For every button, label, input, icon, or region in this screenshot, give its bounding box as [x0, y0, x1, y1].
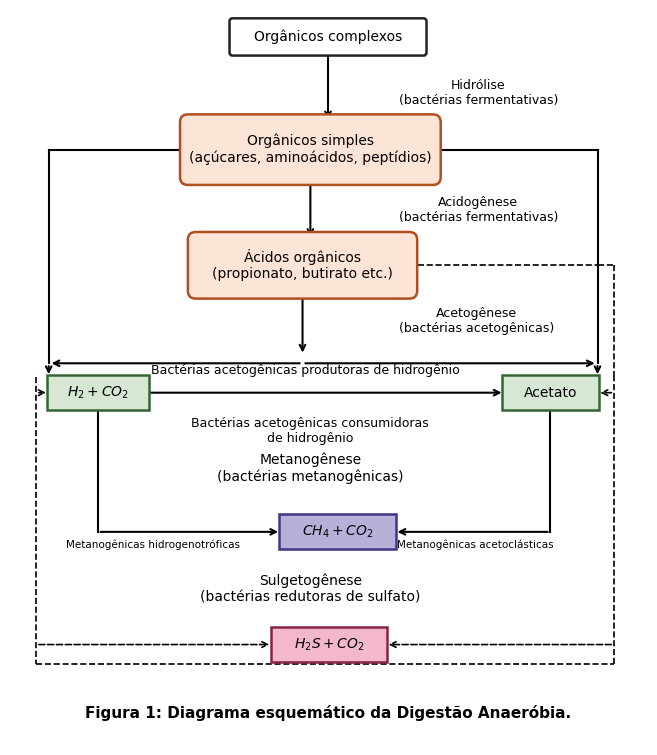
FancyBboxPatch shape [188, 232, 417, 299]
Text: $H_2S + CO_2$: $H_2S + CO_2$ [294, 636, 365, 653]
Text: Hidrólise
(bactérias fermentativas): Hidrólise (bactérias fermentativas) [399, 79, 558, 106]
Text: Acidogênese
(bactérias fermentativas): Acidogênese (bactérias fermentativas) [399, 196, 558, 224]
Text: Ácidos orgânicos
(propionato, butirato etc.): Ácidos orgânicos (propionato, butirato e… [212, 249, 393, 282]
Text: Orgânicos simples
(açúcares, aminoácidos, peptídios): Orgânicos simples (açúcares, aminoácidos… [189, 134, 432, 165]
Text: Bactérias acetogênicas produtoras de hidrogênio: Bactérias acetogênicas produtoras de hid… [151, 364, 460, 377]
FancyBboxPatch shape [279, 514, 396, 550]
FancyBboxPatch shape [271, 627, 387, 662]
Text: $H_2 + CO_2$: $H_2 + CO_2$ [67, 384, 129, 401]
Text: Acetogênese
(bactérias acetogênicas): Acetogênese (bactérias acetogênicas) [399, 307, 554, 335]
Text: Metanogênicas hidrogenotróficas: Metanogênicas hidrogenotróficas [66, 539, 240, 550]
Text: Metanogênicas acetoclásticas: Metanogênicas acetoclásticas [397, 539, 553, 550]
FancyBboxPatch shape [180, 114, 441, 185]
Text: Figura 1: Diagrama esquemático da Digestão Anaeróbia.: Figura 1: Diagrama esquemático da Digest… [85, 705, 571, 721]
Text: Bactérias acetogênicas consumidoras
de hidrogênio: Bactérias acetogênicas consumidoras de h… [191, 418, 429, 445]
Text: Acetato: Acetato [524, 386, 578, 399]
FancyBboxPatch shape [47, 375, 148, 410]
FancyBboxPatch shape [229, 18, 426, 56]
Text: Orgânicos complexos: Orgânicos complexos [254, 29, 402, 45]
Text: Metanogênese
(bactérias metanogênicas): Metanogênese (bactérias metanogênicas) [217, 452, 403, 484]
FancyBboxPatch shape [502, 375, 599, 410]
Text: Sulgetogênese
(bactérias redutoras de sulfato): Sulgetogênese (bactérias redutoras de su… [200, 573, 420, 604]
Text: $CH_4 + CO_2$: $CH_4 + CO_2$ [302, 524, 374, 540]
